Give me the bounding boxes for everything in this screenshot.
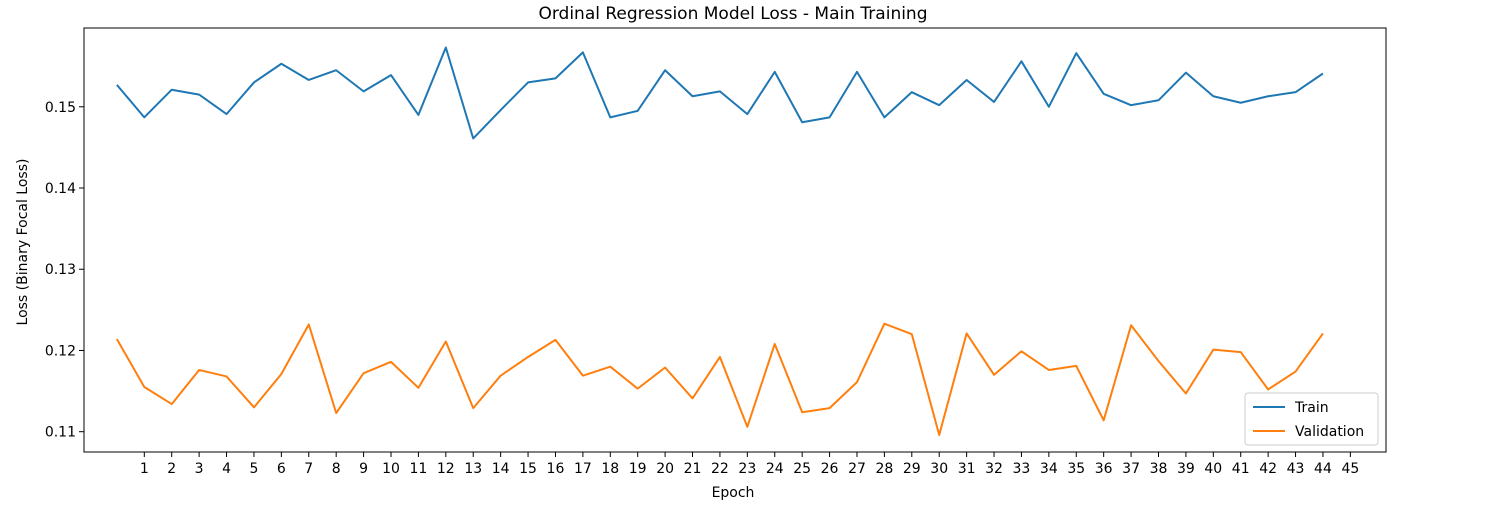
legend-label-train: Train [1294, 400, 1329, 416]
chart-title: Ordinal Regression Model Loss - Main Tra… [538, 4, 927, 24]
x-tick-label: 35 [1067, 461, 1085, 477]
x-tick-label: 43 [1287, 461, 1305, 477]
x-tick-label: 5 [249, 461, 258, 477]
x-tick-label: 19 [629, 461, 647, 477]
plot-area [116, 46, 1324, 436]
x-tick-label: 23 [738, 461, 756, 477]
x-tick-label: 9 [359, 461, 368, 477]
x-tick-label: 29 [903, 461, 921, 477]
y-axis: 0.11 0.12 0.13 0.14 0.15 [45, 100, 84, 441]
x-tick-label: 20 [656, 461, 674, 477]
x-tick-label: 1 [140, 461, 149, 477]
y-axis-label: Loss (Binary Focal Loss) [15, 159, 31, 326]
x-tick-label: 16 [547, 461, 565, 477]
x-tick-label: 26 [821, 461, 839, 477]
x-axis-label: Epoch [712, 485, 755, 501]
x-tick-label: 39 [1177, 461, 1195, 477]
y-tick-label: 0.12 [45, 343, 76, 359]
x-tick-label: 6 [277, 461, 286, 477]
x-tick-label: 21 [684, 461, 702, 477]
legend: Train Validation [1244, 392, 1379, 446]
y-tick-label: 0.14 [45, 181, 76, 197]
x-tick-label: 8 [332, 461, 341, 477]
x-tick-label: 2 [167, 461, 176, 477]
x-tick-label: 34 [1040, 461, 1058, 477]
x-tick-label: 28 [875, 461, 893, 477]
series-line-validation [116, 322, 1324, 436]
y-tick-label: 0.11 [45, 425, 76, 441]
x-tick-label: 40 [1204, 461, 1222, 477]
x-tick-label: 41 [1232, 461, 1250, 477]
x-tick-label: 30 [930, 461, 948, 477]
x-tick-label: 17 [574, 461, 592, 477]
x-tick-label: 15 [519, 461, 537, 477]
x-tick-label: 33 [1013, 461, 1031, 477]
x-tick-label: 31 [958, 461, 976, 477]
series-line-train [116, 46, 1324, 140]
x-tick-label: 18 [601, 461, 619, 477]
x-tick-label: 27 [848, 461, 866, 477]
plot-frame [83, 27, 1387, 453]
x-tick-label: 3 [195, 461, 204, 477]
x-tick-label: 25 [793, 461, 811, 477]
legend-label-validation: Validation [1295, 424, 1364, 440]
x-tick-label: 37 [1122, 461, 1140, 477]
x-axis: 1 2 3 4 5 6 7 8 9 10 11 12 13 14 15 16 17 18 19 20 21 22 23 24 2… [140, 452, 1359, 477]
x-tick-label: 11 [409, 461, 427, 477]
y-tick-label: 0.15 [45, 100, 76, 116]
y-tick-label: 0.13 [45, 262, 76, 278]
x-tick-label: 7 [304, 461, 313, 477]
x-tick-label: 4 [222, 461, 231, 477]
x-tick-label: 12 [437, 461, 455, 477]
x-tick-label: 24 [766, 461, 784, 477]
x-tick-label: 13 [464, 461, 482, 477]
x-tick-label: 32 [985, 461, 1003, 477]
x-tick-label: 38 [1150, 461, 1168, 477]
x-tick-label: 14 [492, 461, 510, 477]
x-tick-label: 44 [1314, 461, 1332, 477]
x-tick-label: 36 [1095, 461, 1113, 477]
x-tick-label: 42 [1259, 461, 1277, 477]
x-tick-label: 22 [711, 461, 729, 477]
x-tick-label: 10 [382, 461, 400, 477]
x-tick-label: 45 [1341, 461, 1359, 477]
